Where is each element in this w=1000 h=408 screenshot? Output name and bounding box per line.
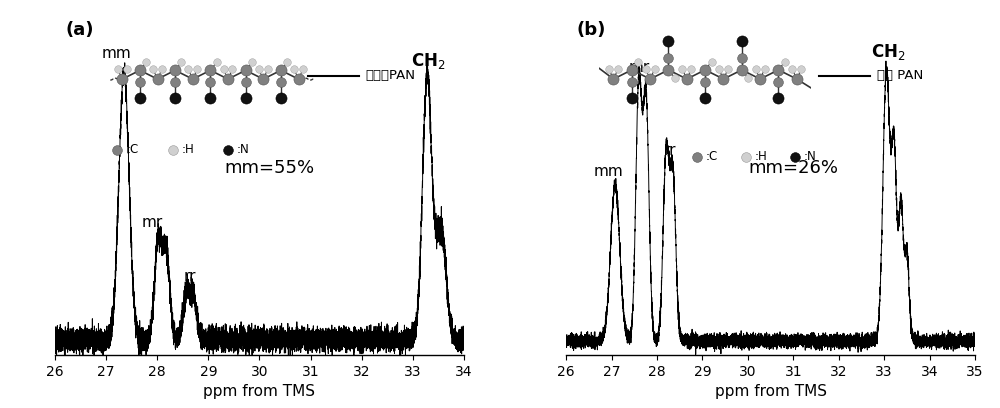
Text: mm: mm	[593, 164, 623, 179]
Text: mr: mr	[141, 215, 163, 230]
Text: rr: rr	[663, 142, 676, 157]
Text: (a): (a)	[65, 20, 94, 38]
Text: rr: rr	[183, 269, 196, 284]
Text: mr: mr	[628, 60, 649, 75]
X-axis label: ppm from TMS: ppm from TMS	[203, 384, 315, 399]
Text: CH$_2$: CH$_2$	[871, 42, 905, 62]
Text: CH$_2$: CH$_2$	[411, 51, 446, 71]
X-axis label: ppm from TMS: ppm from TMS	[715, 384, 827, 399]
Text: mm: mm	[101, 46, 131, 60]
Text: (b): (b)	[576, 20, 606, 38]
Text: mm=55%: mm=55%	[225, 160, 315, 177]
Text: mm=26%: mm=26%	[748, 160, 838, 177]
